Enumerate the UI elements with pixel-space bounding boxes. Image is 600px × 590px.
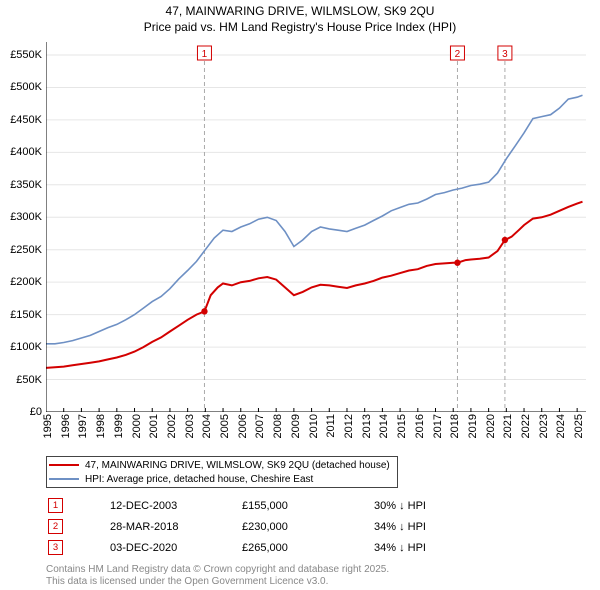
x-tick-label: 2010 [308,414,320,438]
x-tick-label: 2002 [166,414,178,438]
event-diff: 30% ↓ HPI [374,496,494,515]
x-tick-label: 2021 [502,414,514,438]
svg-text:2: 2 [455,49,461,60]
event-marker-box: 3 [48,540,63,555]
event-price: £230,000 [242,517,372,536]
x-axis: 1995199619971998199920002001200220032004… [46,414,586,454]
y-tick-label: £300K [10,211,42,223]
svg-text:1: 1 [202,49,208,60]
event-date: 28-MAR-2018 [110,517,240,536]
x-tick-label: 1998 [95,414,107,438]
legend-swatch [49,464,79,466]
event-diff: 34% ↓ HPI [374,517,494,536]
legend: 47, MAINWARING DRIVE, WILMSLOW, SK9 2QU … [46,456,398,488]
x-tick-label: 2004 [201,414,213,438]
x-tick-label: 2019 [467,414,479,438]
attribution: Contains HM Land Registry data © Crown c… [46,564,389,588]
x-tick-label: 1999 [113,414,125,438]
x-tick-label: 2009 [290,414,302,438]
y-tick-label: £450K [10,114,42,126]
event-date: 03-DEC-2020 [110,538,240,557]
x-tick-label: 2011 [325,414,337,438]
x-tick-label: 2017 [432,414,444,438]
event-marker-cell: 3 [48,538,108,557]
event-price: £265,000 [242,538,372,557]
x-tick-label: 2006 [237,414,249,438]
x-tick-label: 2014 [378,414,390,438]
y-axis: £0£50K£100K£150K£200K£250K£300K£350K£400… [0,42,44,412]
x-tick-label: 2022 [520,414,532,438]
y-tick-label: £550K [10,49,42,61]
x-tick-label: 1995 [42,414,54,438]
x-tick-label: 2000 [131,414,143,438]
chart-title: 47, MAINWARING DRIVE, WILMSLOW, SK9 2QU … [0,0,600,35]
y-tick-label: £50K [16,374,42,386]
x-tick-label: 2018 [449,414,461,438]
event-marker-box: 1 [48,498,63,513]
x-tick-label: 2024 [555,414,567,438]
legend-label: HPI: Average price, detached house, Ches… [85,472,313,487]
x-tick-label: 2013 [361,414,373,438]
event-row: 1 12-DEC-2003£155,00030% ↓ HPI [48,496,494,515]
event-row: 3 03-DEC-2020£265,00034% ↓ HPI [48,538,494,557]
x-tick-label: 2016 [414,414,426,438]
y-tick-label: £0 [30,406,42,418]
x-tick-label: 2008 [272,414,284,438]
svg-text:3: 3 [502,49,508,60]
x-tick-label: 2020 [485,414,497,438]
event-row: 2 28-MAR-2018£230,00034% ↓ HPI [48,517,494,536]
event-price: £155,000 [242,496,372,515]
chart-plot-area: 1 2 3 [46,42,586,412]
x-tick-label: 2003 [184,414,196,438]
legend-row: HPI: Average price, detached house, Ches… [49,472,395,486]
x-tick-label: 1997 [77,414,89,438]
title-line1: 47, MAINWARING DRIVE, WILMSLOW, SK9 2QU [0,4,600,20]
x-tick-label: 2025 [573,414,585,438]
y-tick-label: £250K [10,244,42,256]
title-line2: Price paid vs. HM Land Registry's House … [0,20,600,36]
y-tick-label: £500K [10,81,42,93]
attribution-line2: This data is licensed under the Open Gov… [46,576,389,588]
sale-events-table: 1 12-DEC-2003£155,00030% ↓ HPI 2 28-MAR-201… [46,494,496,559]
legend-swatch [49,478,79,480]
y-tick-label: £100K [10,341,42,353]
event-date: 12-DEC-2003 [110,496,240,515]
y-tick-label: £200K [10,276,42,288]
y-tick-label: £400K [10,146,42,158]
legend-row: 47, MAINWARING DRIVE, WILMSLOW, SK9 2QU … [49,458,395,472]
x-tick-label: 2015 [396,414,408,438]
x-tick-label: 2012 [343,414,355,438]
attribution-line1: Contains HM Land Registry data © Crown c… [46,564,389,576]
event-marker-box: 2 [48,519,63,534]
legend-label: 47, MAINWARING DRIVE, WILMSLOW, SK9 2QU … [85,458,390,473]
y-tick-label: £150K [10,309,42,321]
event-marker-cell: 2 [48,517,108,536]
event-marker-cell: 1 [48,496,108,515]
x-tick-label: 1996 [60,414,72,438]
event-diff: 34% ↓ HPI [374,538,494,557]
x-tick-label: 2005 [219,414,231,438]
x-tick-label: 2007 [254,414,266,438]
x-tick-label: 2023 [538,414,550,438]
x-tick-label: 2001 [148,414,160,438]
y-tick-label: £350K [10,179,42,191]
